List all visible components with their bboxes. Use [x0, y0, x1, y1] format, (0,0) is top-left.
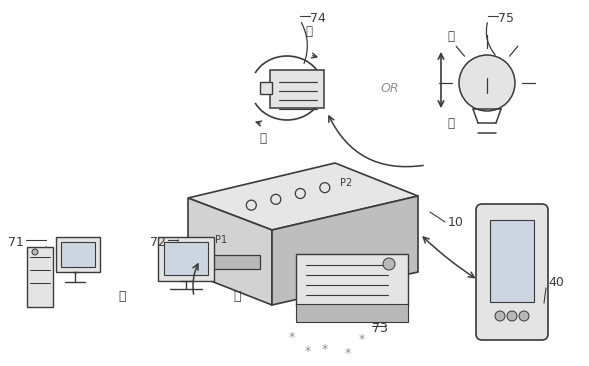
Polygon shape — [272, 196, 418, 305]
Circle shape — [519, 311, 529, 321]
Text: 72: 72 — [150, 236, 166, 249]
Text: 或: 或 — [233, 290, 241, 303]
Text: *: * — [322, 344, 328, 356]
Polygon shape — [188, 198, 272, 305]
Bar — [27, 247, 53, 307]
Bar — [490, 220, 534, 302]
Text: P1: P1 — [215, 235, 227, 245]
Bar — [61, 242, 95, 267]
Polygon shape — [188, 163, 418, 230]
Bar — [158, 237, 214, 281]
Text: OR: OR — [380, 82, 399, 94]
Text: *: * — [359, 333, 365, 347]
Circle shape — [507, 311, 517, 321]
Text: *: * — [305, 346, 311, 359]
FancyBboxPatch shape — [476, 204, 548, 340]
Bar — [296, 254, 408, 306]
Text: 亮: 亮 — [447, 30, 454, 43]
Text: 10: 10 — [448, 216, 464, 228]
Text: 慢: 慢 — [260, 132, 266, 145]
Circle shape — [495, 311, 505, 321]
Text: 75: 75 — [498, 12, 514, 25]
Circle shape — [32, 249, 38, 255]
Text: *: * — [345, 347, 351, 361]
Text: *: * — [289, 332, 295, 344]
Text: P2: P2 — [340, 178, 352, 188]
Bar — [270, 70, 324, 108]
Bar — [164, 242, 208, 275]
Circle shape — [383, 258, 395, 270]
Text: 快: 快 — [305, 25, 312, 38]
Bar — [56, 237, 100, 272]
Bar — [260, 82, 272, 94]
Bar — [296, 304, 408, 322]
Text: 暗: 暗 — [447, 117, 454, 130]
Text: 71: 71 — [8, 236, 24, 249]
Text: 40: 40 — [548, 276, 564, 288]
Text: 73: 73 — [372, 322, 388, 335]
Text: 或: 或 — [118, 290, 125, 303]
Bar — [196, 255, 260, 269]
Circle shape — [459, 55, 515, 111]
Text: 74: 74 — [310, 12, 326, 25]
